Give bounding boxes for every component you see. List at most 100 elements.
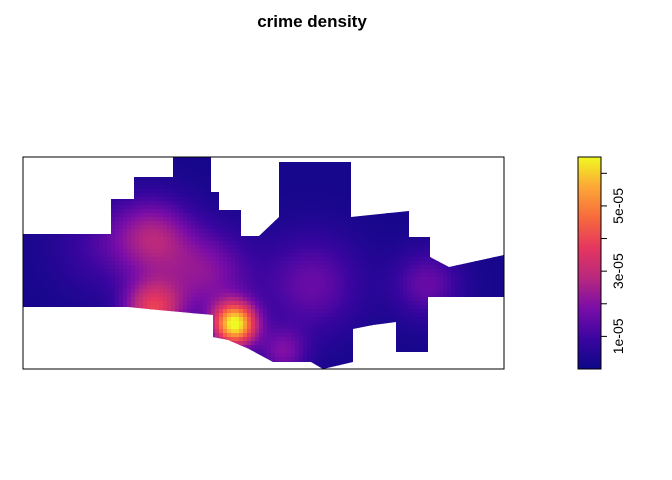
density-cell — [163, 173, 168, 178]
density-cell — [247, 185, 252, 190]
density-cell — [295, 197, 300, 202]
density-cell — [359, 257, 364, 262]
density-cell — [207, 165, 212, 170]
density-cell — [491, 229, 496, 234]
density-cell — [359, 213, 364, 218]
density-cell — [219, 229, 224, 234]
density-cell — [411, 193, 416, 198]
density-cell — [211, 289, 216, 294]
density-cell — [371, 241, 376, 246]
density-cell — [51, 273, 56, 278]
density-cell — [463, 245, 468, 250]
density-cell — [39, 321, 44, 326]
density-cell — [91, 277, 96, 282]
density-cell — [147, 181, 152, 186]
density-cell — [355, 209, 360, 214]
density-cell — [403, 257, 408, 262]
density-cell — [115, 289, 120, 294]
density-cell — [167, 265, 172, 270]
density-cell — [215, 265, 220, 270]
density-cell — [147, 305, 152, 310]
density-cell — [87, 245, 92, 250]
density-cell — [379, 285, 384, 290]
density-cell — [403, 181, 408, 186]
density-cell — [431, 213, 436, 218]
density-cell — [487, 157, 492, 162]
density-cell — [71, 277, 76, 282]
density-cell — [143, 253, 148, 258]
density-cell — [323, 241, 328, 246]
density-cell — [235, 161, 240, 166]
density-cell — [411, 305, 416, 310]
density-cell — [327, 217, 332, 222]
density-cell — [59, 265, 64, 270]
density-cell — [291, 221, 296, 226]
density-cell — [479, 193, 484, 198]
density-cell — [67, 189, 72, 194]
density-cell — [319, 289, 324, 294]
density-cell — [371, 181, 376, 186]
density-cell — [375, 297, 380, 302]
density-cell — [67, 285, 72, 290]
density-cell — [279, 269, 284, 274]
density-cell — [187, 213, 192, 218]
density-cell — [71, 177, 76, 182]
density-cell — [103, 185, 108, 190]
density-cell — [215, 285, 220, 290]
density-cell — [159, 265, 164, 270]
density-cell — [451, 193, 456, 198]
density-cell — [151, 245, 156, 250]
density-cell — [147, 317, 152, 322]
density-cell — [355, 261, 360, 266]
density-cell — [171, 257, 176, 262]
density-cell — [207, 173, 212, 178]
density-cell — [291, 257, 296, 262]
density-cell — [191, 217, 196, 222]
density-cell — [131, 185, 136, 190]
density-cell — [123, 169, 128, 174]
density-cell — [211, 253, 216, 258]
density-cell — [123, 309, 128, 314]
density-cell — [371, 249, 376, 254]
density-cell — [387, 189, 392, 194]
density-cell — [183, 201, 188, 206]
density-cell — [363, 181, 368, 186]
density-cell — [219, 293, 224, 298]
density-cell — [395, 221, 400, 226]
density-cell — [379, 185, 384, 190]
density-cell — [331, 245, 336, 250]
density-cell — [175, 201, 180, 206]
density-cell — [463, 213, 468, 218]
density-cell — [395, 157, 400, 162]
density-cell — [303, 225, 308, 230]
density-cell — [263, 197, 268, 202]
density-cell — [39, 257, 44, 262]
density-cell — [151, 157, 156, 162]
density-cell — [203, 201, 208, 206]
density-cell — [99, 241, 104, 246]
density-cell — [75, 225, 80, 230]
density-cell — [63, 229, 68, 234]
density-cell — [299, 177, 304, 182]
density-cell — [311, 209, 316, 214]
density-cell — [415, 157, 420, 162]
density-cell — [467, 157, 472, 162]
density-cell — [283, 217, 288, 222]
density-cell — [215, 197, 220, 202]
density-cell — [159, 205, 164, 210]
density-cell — [327, 309, 332, 314]
density-cell — [387, 293, 392, 298]
density-cell — [127, 245, 132, 250]
density-cell — [171, 201, 176, 206]
density-cell — [283, 301, 288, 306]
density-cell — [495, 169, 500, 174]
density-cell — [163, 177, 168, 182]
density-cell — [223, 189, 228, 194]
density-cell — [367, 253, 372, 258]
density-cell — [363, 317, 368, 322]
density-cell — [191, 177, 196, 182]
density-cell — [159, 161, 164, 166]
density-cell — [143, 193, 148, 198]
density-cell — [71, 313, 76, 318]
